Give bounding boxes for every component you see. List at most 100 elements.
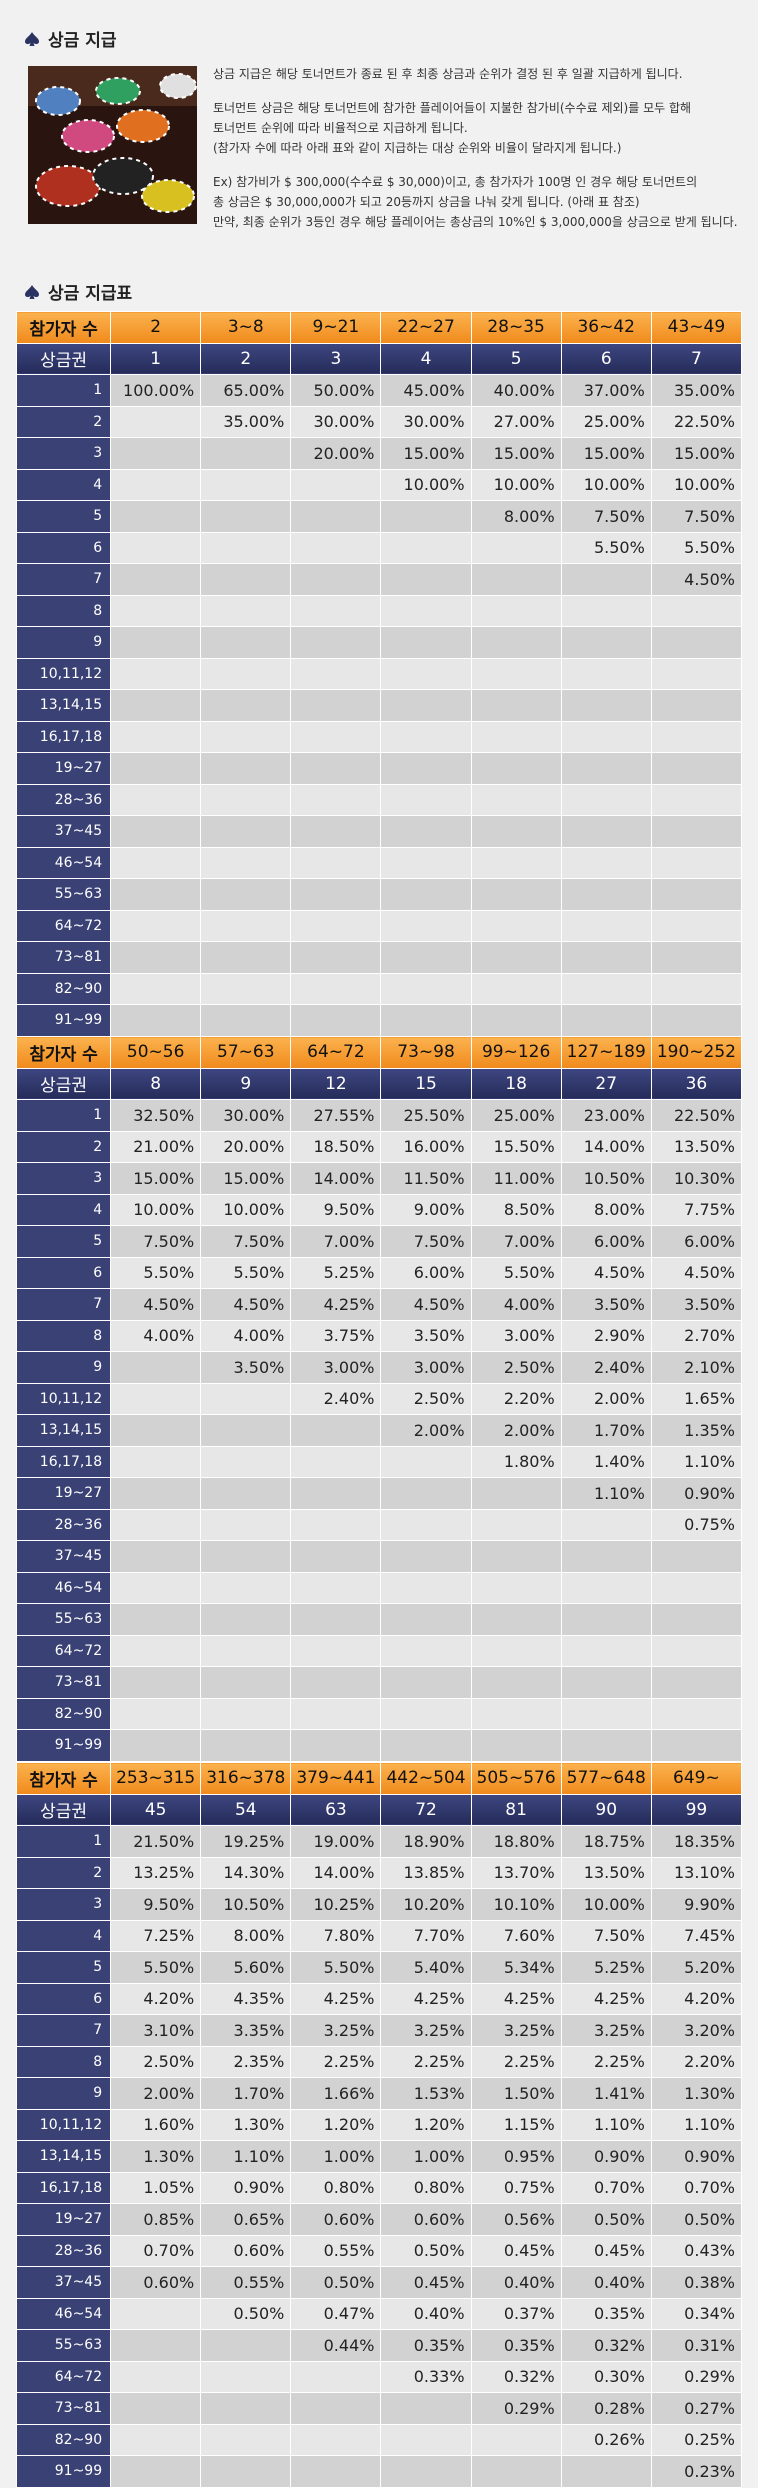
payout-cell — [650, 1571, 743, 1604]
payout-cell — [290, 468, 382, 501]
payout-cell: 3.00% — [380, 1351, 472, 1384]
payout-cell: 3.50% — [650, 1288, 743, 1321]
payout-cell: 0.50% — [380, 2234, 472, 2267]
payout-cell — [470, 1004, 562, 1037]
paid-places: 36 — [650, 1067, 743, 1100]
payout-cell: 10.00% — [200, 1193, 292, 1226]
payout-cell: 3.25% — [470, 2014, 562, 2047]
payout-cell: 50.00% — [290, 374, 382, 407]
rank-row: 7 4.50% — [15, 563, 743, 596]
payout-cell: 0.55% — [290, 2234, 382, 2267]
payout-cell — [200, 815, 292, 848]
payout-cell — [110, 2360, 202, 2393]
payout-cell: 1.30% — [650, 2077, 743, 2110]
payout-cell: 5.50% — [470, 1256, 562, 1289]
payout-cell — [380, 594, 472, 627]
payout-cell — [650, 878, 743, 911]
payout-cell — [380, 720, 472, 753]
rank-row: 3 9.50% 10.50% 10.25% 10.20% 10.10% 10.00% 9.90… — [15, 1888, 743, 1921]
payout-cell — [110, 941, 202, 974]
rank-row: 16,17,18 1.80% 1.40% 1.10% — [15, 1445, 743, 1478]
paid-places: 6 — [560, 342, 652, 375]
payout-cell — [200, 563, 292, 596]
payout-cell — [650, 1697, 743, 1730]
payout-cell: 5.50% — [200, 1256, 292, 1289]
payout-cell — [110, 720, 202, 753]
payout-cell: 10.20% — [380, 1888, 472, 1921]
payout-cell — [110, 1634, 202, 1667]
payout-cell: 0.33% — [380, 2360, 472, 2393]
payout-cell: 35.00% — [200, 405, 292, 438]
paid-places: 90 — [560, 1793, 652, 1826]
payout-cell: 0.40% — [560, 2266, 652, 2299]
rank-label: 4 — [15, 1919, 112, 1952]
payout-cell: 1.70% — [200, 2077, 292, 2110]
payout-cell: 7.75% — [650, 1193, 743, 1226]
participant-count: 36~42 — [560, 311, 652, 344]
payout-cell — [110, 783, 202, 816]
rank-label: 13,14,15 — [15, 689, 112, 722]
prize-label: 상금권 — [15, 342, 112, 375]
prize-label: 상금권 — [15, 1793, 112, 1826]
payout-cell — [650, 752, 743, 785]
payout-cell: 6.00% — [650, 1225, 743, 1258]
payout-cell — [650, 941, 743, 974]
payout-cell — [470, 941, 562, 974]
payout-cell: 30.00% — [290, 405, 382, 438]
payout-cell — [380, 1634, 472, 1667]
payout-cell — [380, 1666, 472, 1699]
payout-cell — [470, 1540, 562, 1573]
payout-cell — [290, 1414, 382, 1447]
payout-cell — [110, 500, 202, 533]
payout-cell — [110, 1382, 202, 1415]
payout-cell — [560, 2455, 652, 2488]
payout-cell — [290, 878, 382, 911]
payout-cell — [560, 1666, 652, 1699]
payout-cell — [470, 1697, 562, 1730]
payout-cell — [560, 1540, 652, 1573]
payout-cell: 0.50% — [290, 2266, 382, 2299]
rank-label: 2 — [15, 405, 112, 438]
payout-cell — [380, 689, 472, 722]
payout-cell — [110, 1004, 202, 1037]
payout-cell — [650, 626, 743, 659]
rank-label: 64~72 — [15, 2360, 112, 2393]
rank-row: 16,17,18 — [15, 720, 743, 753]
payout-cell — [290, 1634, 382, 1667]
payout-cell: 10.00% — [560, 468, 652, 501]
payout-cell: 1.10% — [560, 1477, 652, 1510]
rank-row: 73~81 0.29% 0.28% 0.27% — [15, 2392, 743, 2425]
payout-cell — [380, 1603, 472, 1636]
chips-photo — [28, 66, 197, 224]
rank-label: 5 — [15, 1225, 112, 1258]
payout-cell — [200, 752, 292, 785]
payout-cell — [200, 2423, 292, 2456]
payout-cell — [560, 1603, 652, 1636]
payout-cell: 0.29% — [470, 2392, 562, 2425]
payout-cell: 5.50% — [290, 1951, 382, 1984]
payout-cell — [290, 1540, 382, 1573]
rank-row: 28~36 0.75% — [15, 1508, 743, 1541]
payout-cell: 5.50% — [110, 1256, 202, 1289]
rank-label: 46~54 — [15, 2297, 112, 2330]
rank-label: 28~36 — [15, 783, 112, 816]
payout-cell — [560, 594, 652, 627]
paragraph-line: 총 상금은 $ 30,000,000가 되고 20등까지 상금을 나눠 갖게 됩… — [213, 195, 640, 209]
payout-cell: 10.25% — [290, 1888, 382, 1921]
payout-cell: 8.50% — [470, 1193, 562, 1226]
payout-cell — [650, 1603, 743, 1636]
payout-cell: 0.35% — [380, 2329, 472, 2362]
payout-cell: 14.30% — [200, 1856, 292, 1889]
payout-cell: 5.40% — [380, 1951, 472, 1984]
payout-cell — [560, 815, 652, 848]
rank-label: 55~63 — [15, 878, 112, 911]
payout-cell: 4.50% — [560, 1256, 652, 1289]
payout-cell: 40.00% — [470, 374, 562, 407]
paragraph: Ex) 참가비가 $ 300,000(수수료 $ 30,000)이고, 총 참가… — [213, 172, 738, 232]
payout-cell — [110, 1571, 202, 1604]
payout-cell — [290, 657, 382, 690]
payout-cell: 25.50% — [380, 1099, 472, 1132]
payout-cell: 2.25% — [560, 2045, 652, 2078]
payout-cell: 0.29% — [650, 2360, 743, 2393]
